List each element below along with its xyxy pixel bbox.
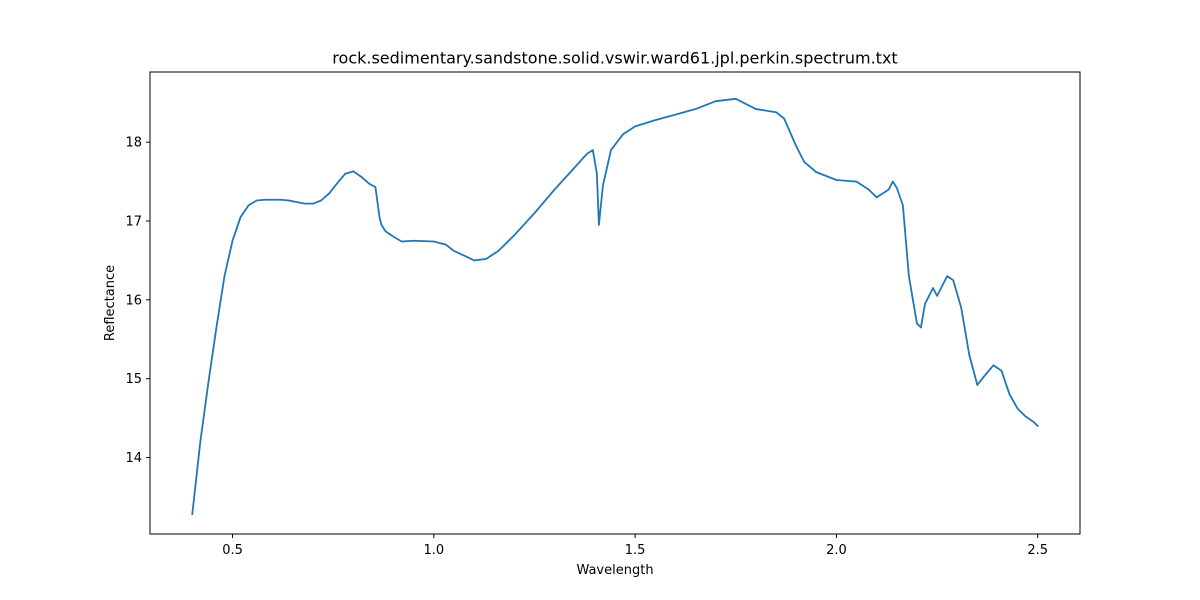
- y-tick: 14: [125, 451, 150, 466]
- x-tick: 1.5: [625, 534, 646, 558]
- y-tick: 17: [125, 215, 150, 230]
- y-tick: 18: [125, 136, 150, 151]
- axes-background: [150, 72, 1080, 534]
- y-axis-label: Reflectance: [103, 265, 118, 341]
- chart-title: rock.sedimentary.sandstone.solid.vswir.w…: [332, 49, 897, 68]
- x-axis: 0.5 1.0 1.5 2.0 2.5: [222, 534, 1048, 558]
- x-tick: 2.0: [826, 534, 847, 558]
- y-tick-label: 17: [125, 215, 142, 230]
- y-tick-label: 18: [125, 136, 142, 151]
- axes-frame: [149, 71, 1081, 535]
- x-tick-label: 2.0: [826, 543, 847, 558]
- x-tick-label: 2.5: [1027, 543, 1048, 558]
- y-tick-label: 15: [125, 372, 142, 387]
- x-axis-label: Wavelength: [576, 563, 653, 578]
- y-axis: 14 15 16 17 18: [125, 136, 150, 466]
- x-tick-label: 1.5: [625, 543, 646, 558]
- x-tick: 0.5: [222, 534, 243, 558]
- series-layer: [191, 97, 1039, 516]
- y-tick-label: 16: [125, 293, 142, 308]
- y-tick: 15: [125, 372, 150, 387]
- x-tick: 2.5: [1027, 534, 1048, 558]
- y-tick: 16: [125, 293, 150, 308]
- y-tick-label: 14: [125, 451, 142, 466]
- x-tick-label: 0.5: [222, 543, 243, 558]
- x-tick-label: 1.0: [423, 543, 444, 558]
- x-tick: 1.0: [423, 534, 444, 558]
- spectrum-line: [191, 97, 1039, 516]
- plot-area: [149, 71, 1081, 535]
